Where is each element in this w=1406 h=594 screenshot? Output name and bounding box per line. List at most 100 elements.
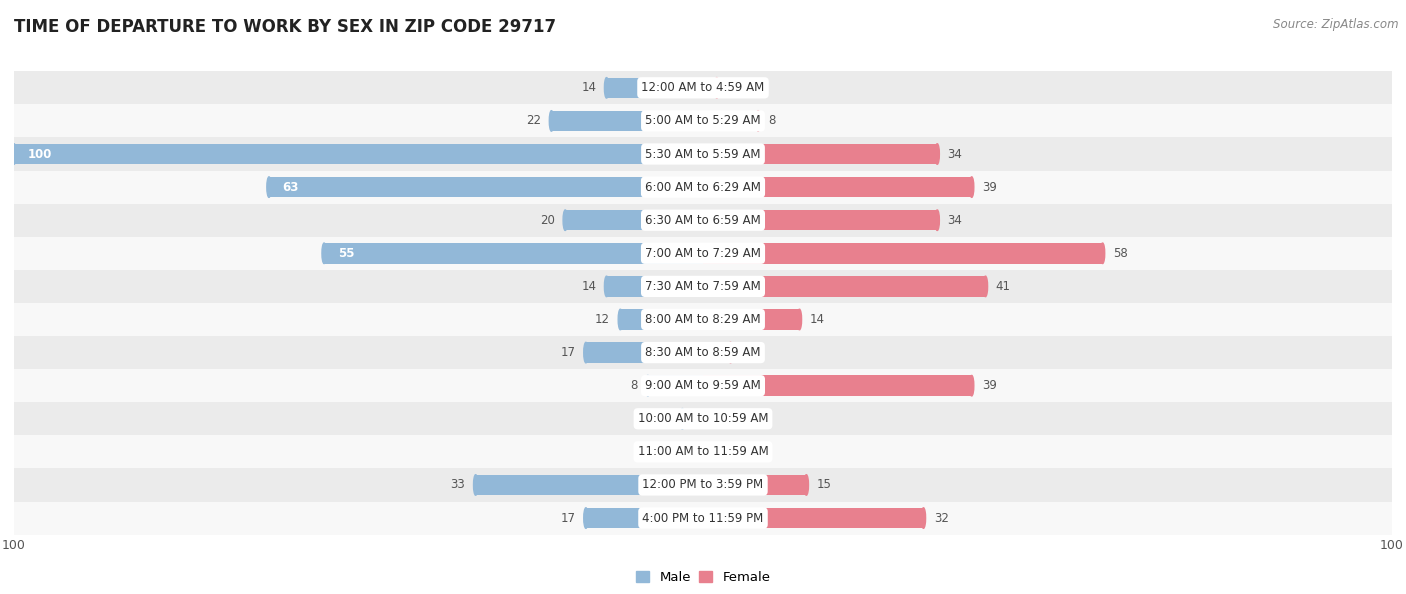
- Bar: [14, 303, 1392, 336]
- Text: 12: 12: [595, 313, 610, 326]
- Bar: [14, 336, 1392, 369]
- Bar: [14, 369, 1392, 402]
- Text: 34: 34: [948, 147, 963, 160]
- Bar: [475, 475, 703, 495]
- Bar: [703, 475, 807, 495]
- Text: 20: 20: [540, 214, 555, 227]
- Bar: [14, 402, 1392, 435]
- Text: 39: 39: [981, 379, 997, 392]
- Bar: [648, 375, 703, 396]
- Bar: [14, 270, 1392, 303]
- Bar: [551, 110, 703, 131]
- Text: 17: 17: [561, 346, 575, 359]
- Text: 39: 39: [981, 181, 997, 194]
- Bar: [14, 469, 1392, 501]
- Bar: [586, 342, 703, 363]
- Text: 14: 14: [810, 313, 825, 326]
- Circle shape: [322, 243, 326, 264]
- Circle shape: [935, 210, 939, 230]
- Circle shape: [804, 475, 808, 495]
- Text: 55: 55: [337, 247, 354, 260]
- Circle shape: [583, 342, 588, 363]
- Bar: [14, 237, 1392, 270]
- Text: 0: 0: [713, 412, 721, 425]
- Text: 0: 0: [685, 446, 693, 459]
- Text: 33: 33: [450, 478, 465, 491]
- Text: 22: 22: [526, 115, 541, 128]
- Bar: [14, 204, 1392, 237]
- Text: 12:00 AM to 4:59 AM: 12:00 AM to 4:59 AM: [641, 81, 765, 94]
- Circle shape: [605, 78, 609, 98]
- Bar: [620, 309, 703, 330]
- Bar: [606, 78, 703, 98]
- Text: 8:00 AM to 8:29 AM: 8:00 AM to 8:29 AM: [645, 313, 761, 326]
- Text: 8:30 AM to 8:59 AM: 8:30 AM to 8:59 AM: [645, 346, 761, 359]
- Text: 2: 2: [727, 81, 734, 94]
- Text: 9:00 AM to 9:59 AM: 9:00 AM to 9:59 AM: [645, 379, 761, 392]
- Bar: [703, 144, 938, 165]
- Bar: [606, 276, 703, 296]
- Bar: [14, 71, 1392, 105]
- Circle shape: [797, 309, 801, 330]
- Circle shape: [935, 144, 939, 165]
- Bar: [703, 177, 972, 197]
- Text: 8: 8: [769, 115, 776, 128]
- Circle shape: [550, 110, 554, 131]
- Bar: [703, 210, 938, 230]
- Text: 15: 15: [817, 478, 831, 491]
- Bar: [14, 137, 1392, 170]
- Bar: [14, 170, 1392, 204]
- Circle shape: [474, 475, 478, 495]
- Bar: [323, 243, 703, 264]
- Bar: [14, 144, 703, 165]
- Bar: [703, 276, 986, 296]
- Text: 0: 0: [713, 446, 721, 459]
- Bar: [703, 342, 731, 363]
- Text: 8: 8: [630, 379, 637, 392]
- Circle shape: [645, 375, 650, 396]
- Bar: [586, 508, 703, 528]
- Text: 5:00 AM to 5:29 AM: 5:00 AM to 5:29 AM: [645, 115, 761, 128]
- Text: 10:00 AM to 10:59 AM: 10:00 AM to 10:59 AM: [638, 412, 768, 425]
- Circle shape: [983, 276, 987, 296]
- Text: 7:30 AM to 7:59 AM: 7:30 AM to 7:59 AM: [645, 280, 761, 293]
- Circle shape: [970, 177, 974, 197]
- Legend: Male, Female: Male, Female: [636, 571, 770, 583]
- Bar: [703, 78, 717, 98]
- Bar: [269, 177, 703, 197]
- Text: 41: 41: [995, 280, 1011, 293]
- Text: 100: 100: [28, 147, 52, 160]
- Text: 14: 14: [581, 81, 596, 94]
- Text: 58: 58: [1114, 247, 1128, 260]
- Circle shape: [714, 78, 718, 98]
- Text: 63: 63: [283, 181, 299, 194]
- Text: 6:00 AM to 6:29 AM: 6:00 AM to 6:29 AM: [645, 181, 761, 194]
- Text: 7:00 AM to 7:29 AM: 7:00 AM to 7:29 AM: [645, 247, 761, 260]
- Circle shape: [562, 210, 568, 230]
- Text: 11:00 AM to 11:59 AM: 11:00 AM to 11:59 AM: [638, 446, 768, 459]
- Text: 12:00 PM to 3:59 PM: 12:00 PM to 3:59 PM: [643, 478, 763, 491]
- Circle shape: [619, 309, 623, 330]
- Circle shape: [1101, 243, 1105, 264]
- Bar: [14, 501, 1392, 535]
- Bar: [703, 309, 800, 330]
- Text: 34: 34: [948, 214, 963, 227]
- Text: 6:30 AM to 6:59 AM: 6:30 AM to 6:59 AM: [645, 214, 761, 227]
- Text: 3: 3: [665, 412, 672, 425]
- Circle shape: [728, 342, 733, 363]
- Bar: [703, 375, 972, 396]
- Text: 14: 14: [581, 280, 596, 293]
- Text: TIME OF DEPARTURE TO WORK BY SEX IN ZIP CODE 29717: TIME OF DEPARTURE TO WORK BY SEX IN ZIP …: [14, 18, 557, 36]
- Bar: [565, 210, 703, 230]
- Text: 4:00 PM to 11:59 PM: 4:00 PM to 11:59 PM: [643, 511, 763, 525]
- Text: Source: ZipAtlas.com: Source: ZipAtlas.com: [1274, 18, 1399, 31]
- Circle shape: [970, 375, 974, 396]
- Text: 5:30 AM to 5:59 AM: 5:30 AM to 5:59 AM: [645, 147, 761, 160]
- Circle shape: [921, 508, 925, 528]
- Circle shape: [267, 177, 271, 197]
- Circle shape: [583, 508, 588, 528]
- Circle shape: [756, 110, 761, 131]
- Circle shape: [681, 409, 685, 429]
- Bar: [682, 409, 703, 429]
- Circle shape: [11, 144, 17, 165]
